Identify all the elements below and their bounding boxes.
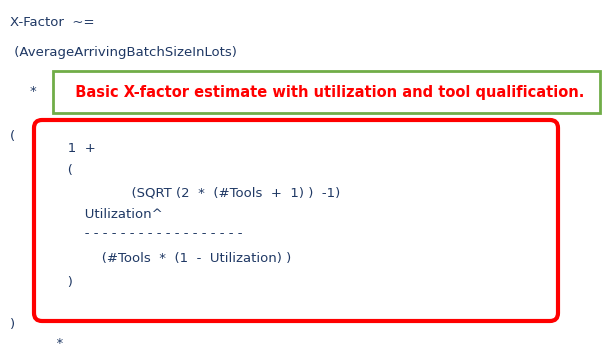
Text: *: * <box>30 86 37 99</box>
Text: X-Factor  ~=: X-Factor ~= <box>10 16 95 29</box>
Text: ): ) <box>10 318 15 331</box>
Text: (#Tools  *  (1  -  Utilization) ): (#Tools * (1 - Utilization) ) <box>55 252 291 265</box>
Text: Utilization^: Utilization^ <box>55 208 163 221</box>
Text: (AverageArrivingBatchSizeInLots): (AverageArrivingBatchSizeInLots) <box>10 46 237 59</box>
Text: Basic X-factor estimate with utilization and tool qualification.: Basic X-factor estimate with utilization… <box>65 84 584 100</box>
Text: - - - - - - - - - - - - - - - - - -: - - - - - - - - - - - - - - - - - - <box>55 227 243 240</box>
Text: (: ( <box>10 130 15 143</box>
Text: (SQRT (2  *  (#Tools  +  1) )  -1): (SQRT (2 * (#Tools + 1) ) -1) <box>55 186 340 199</box>
Text: (: ( <box>55 164 73 177</box>
Text: *: * <box>48 337 64 350</box>
FancyBboxPatch shape <box>53 71 600 113</box>
FancyBboxPatch shape <box>34 120 558 321</box>
Text: 1  +: 1 + <box>55 142 96 155</box>
Text: ): ) <box>55 276 73 289</box>
